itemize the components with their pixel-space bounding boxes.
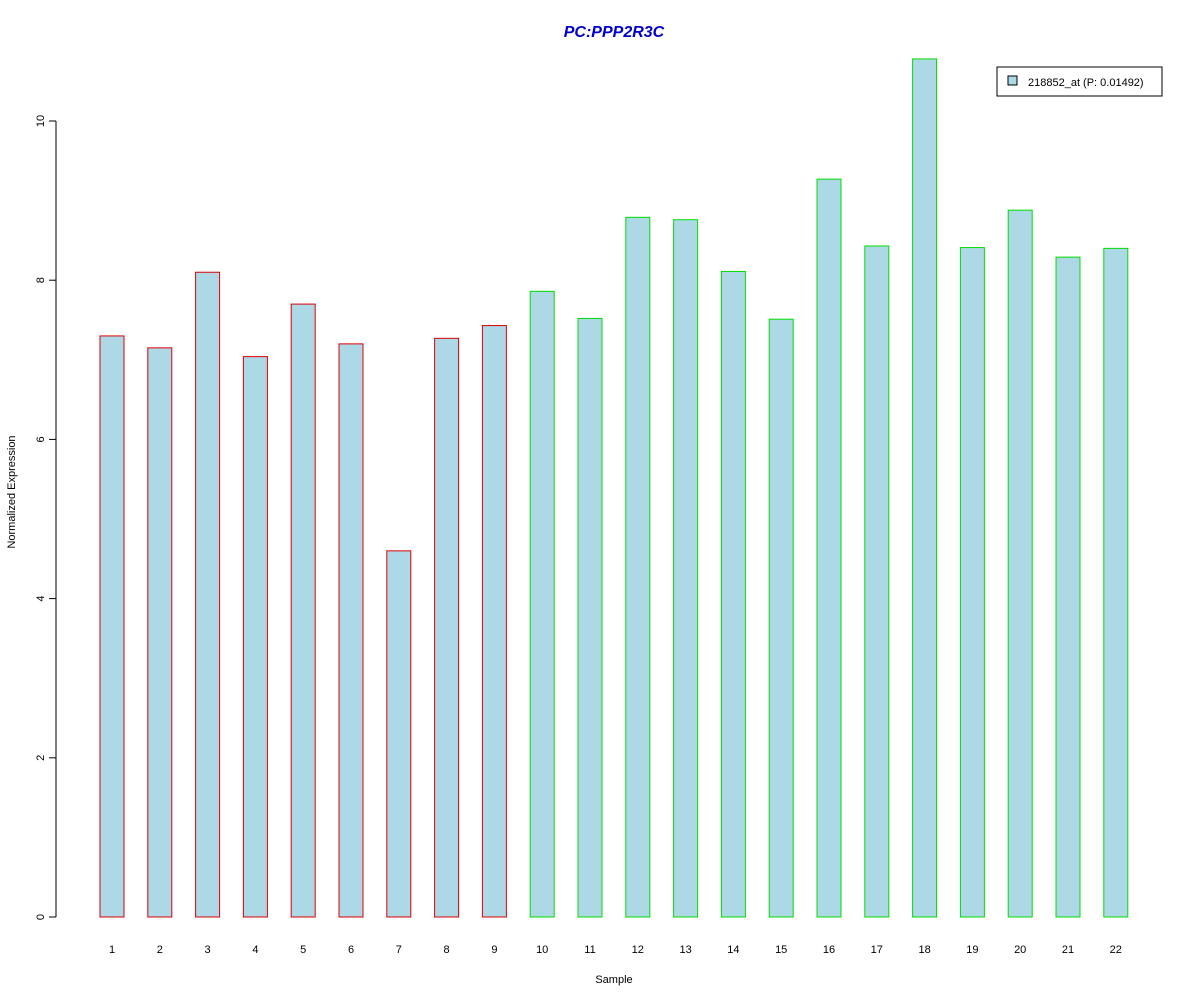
legend-swatch: [1007, 75, 1018, 86]
chart-title: PC:PPP2R3C: [564, 24, 665, 41]
bar-sample-7: [386, 550, 412, 918]
y-tick-label: 0: [35, 914, 47, 920]
x-tick-label: 22: [1110, 944, 1122, 956]
x-tick-label: 3: [205, 944, 211, 956]
y-axis: 0 2 4 6 8 10: [35, 115, 57, 920]
bar-sample-12: [625, 216, 651, 918]
legend-box: [996, 66, 1163, 97]
x-tick-label: 14: [727, 944, 739, 956]
x-tick-label: 17: [871, 944, 883, 956]
y-tick-label: 6: [35, 436, 47, 442]
bar-sample-8: [434, 337, 460, 918]
y-tick-label: 8: [35, 277, 47, 283]
bar-sample-10: [529, 290, 555, 918]
bar-sample-20: [1007, 209, 1033, 918]
bar-sample-16: [816, 178, 842, 918]
bar-sample-22: [1103, 247, 1129, 918]
bar-sample-4: [242, 356, 268, 918]
x-tick-label: 16: [823, 944, 835, 956]
y-tick-label: 4: [35, 596, 47, 602]
bar-sample-14: [720, 270, 746, 918]
x-tick-label: 11: [584, 944, 595, 956]
x-tick-label: 1: [109, 944, 115, 956]
bar-sample-19: [959, 247, 985, 918]
x-axis-label: Sample: [595, 974, 632, 986]
y-tick-label: 10: [35, 115, 47, 127]
legend-label: 218852_at (P: 0.01492): [1028, 77, 1144, 89]
x-tick-label: 20: [1014, 944, 1026, 956]
bar-sample-5: [290, 303, 316, 918]
bar-sample-18: [912, 58, 938, 918]
y-tick-label: 2: [35, 755, 47, 761]
x-tick-label: 18: [918, 944, 930, 956]
x-tick-label: 5: [300, 944, 306, 956]
bar-sample-3: [195, 271, 221, 918]
bar-sample-6: [338, 343, 364, 918]
y-axis-label: Normalized Expression: [6, 435, 18, 548]
bar-sample-11: [577, 317, 603, 918]
x-tick-label: 15: [775, 944, 787, 956]
x-tick-label: 6: [348, 944, 354, 956]
x-tick-label: 21: [1062, 944, 1074, 956]
x-tick-label: 4: [252, 944, 258, 956]
x-tick-label: 9: [491, 944, 497, 956]
bars: [99, 58, 1129, 918]
x-tick-labels: 1 2 3 4 5 6 7 8 9 10 11 12 13 14 15 16 17 18 19 20 21 22: [109, 944, 1122, 956]
x-tick-label: 19: [966, 944, 978, 956]
x-tick-label: 10: [536, 944, 548, 956]
x-tick-label: 2: [157, 944, 163, 956]
x-tick-label: 13: [679, 944, 691, 956]
bar-sample-9: [481, 325, 507, 918]
bar-sample-1: [99, 335, 125, 918]
legend: 218852_at (P: 0.01492): [996, 66, 1163, 97]
bar-sample-2: [147, 347, 173, 918]
bar-sample-15: [768, 318, 794, 918]
bar-sample-21: [1055, 256, 1081, 918]
x-tick-label: 12: [632, 944, 644, 956]
bar-sample-17: [864, 245, 890, 918]
x-tick-label: 7: [396, 944, 402, 956]
x-tick-label: 8: [444, 944, 450, 956]
bar-sample-13: [673, 219, 699, 918]
